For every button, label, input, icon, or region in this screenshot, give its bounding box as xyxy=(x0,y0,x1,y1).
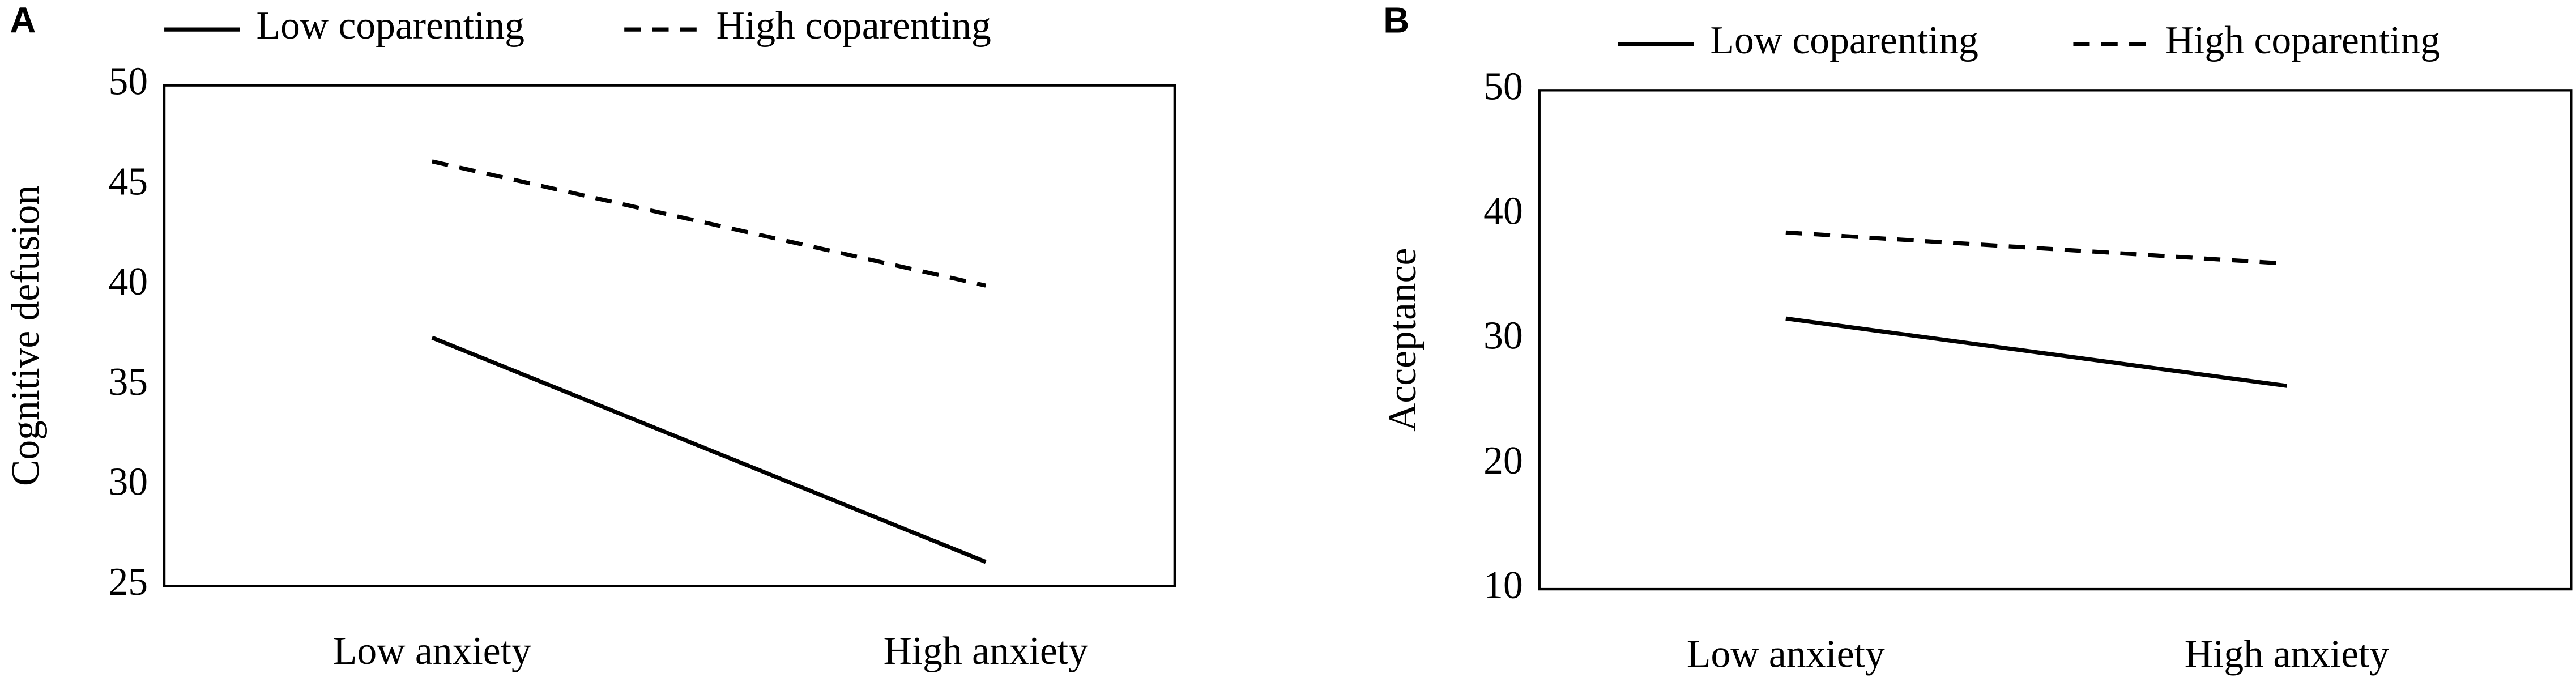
data-line xyxy=(431,335,987,564)
y-tick-label: 35 xyxy=(108,360,148,404)
legend-label: High coparenting xyxy=(2165,19,2440,62)
legend-label: High coparenting xyxy=(716,4,991,48)
x-tick-label: Low anxiety xyxy=(333,629,531,673)
x-tick-label: High anxiety xyxy=(2185,633,2390,676)
data-line xyxy=(1785,230,2287,266)
y-tick-label: 25 xyxy=(108,560,148,604)
y-tick-label: 20 xyxy=(1483,439,1523,483)
plot-frame xyxy=(1538,89,2573,591)
y-tick-label: 45 xyxy=(108,160,148,203)
y-tick-label: 30 xyxy=(1483,314,1523,358)
data-line xyxy=(1785,316,2287,388)
y-tick-label: 10 xyxy=(1483,564,1523,607)
plot-frame xyxy=(163,84,1176,587)
y-tick-label: 40 xyxy=(108,260,148,304)
x-tick-label: High anxiety xyxy=(884,629,1089,673)
legend-label: Low coparenting xyxy=(256,4,524,48)
data-line xyxy=(432,159,987,288)
y-axis-label: Acceptance xyxy=(1381,248,1425,432)
y-axis-label: Cognitive defusion xyxy=(4,185,48,486)
x-tick-label: Low anxiety xyxy=(1687,633,1885,676)
y-tick-label: 50 xyxy=(1483,65,1523,108)
y-tick-label: 30 xyxy=(108,461,148,504)
legend-label: Low coparenting xyxy=(1710,19,1978,62)
y-tick-label: 50 xyxy=(108,60,148,104)
panel-label: B xyxy=(1383,0,1409,40)
y-tick-label: 40 xyxy=(1483,190,1523,233)
panel-label: A xyxy=(10,0,36,40)
